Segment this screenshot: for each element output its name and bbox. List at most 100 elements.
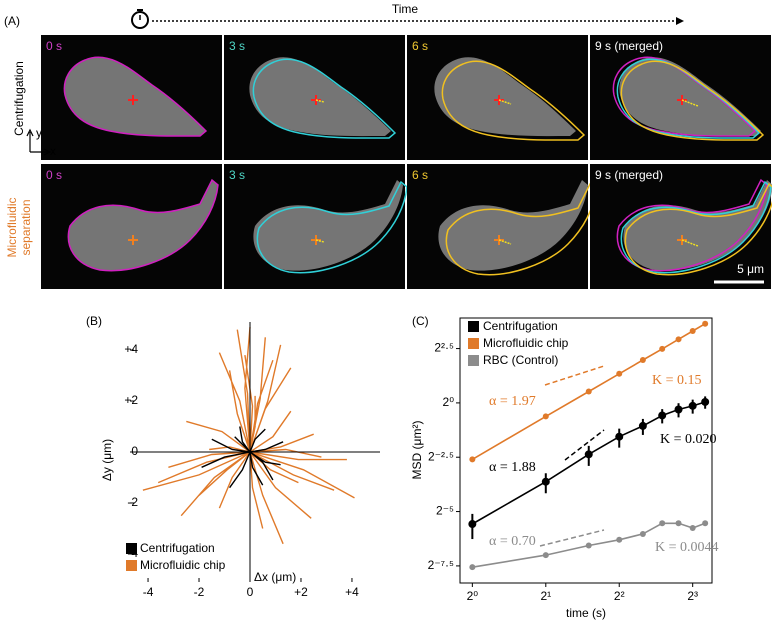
annotation: α = 1.88 <box>489 460 536 475</box>
axis-indicator <box>29 132 48 153</box>
centroid-marker <box>128 95 138 105</box>
cell-outline <box>67 178 219 272</box>
cell-body <box>623 180 772 271</box>
cell-content <box>63 56 208 137</box>
data-point <box>616 536 623 543</box>
cell-outline <box>620 180 772 274</box>
frame-label: 9 s (merged) <box>595 39 663 53</box>
cell-body <box>619 57 761 137</box>
data-point <box>615 432 624 441</box>
cell-outline <box>612 56 757 137</box>
legend-label: Microfluidic chip <box>483 336 569 350</box>
slope-guide <box>564 429 605 461</box>
legend-label: Centrifugation <box>483 319 558 333</box>
data-point <box>701 397 710 406</box>
frame-label: 0 s <box>46 39 62 53</box>
panel-label: (A) <box>4 14 20 28</box>
displacement-arrow <box>315 99 325 103</box>
x-axis-label: time (s) <box>566 606 606 620</box>
y-axis-label: MSD (μm²) <box>410 421 424 480</box>
y-tick-label: 2⁻⁵ <box>436 504 454 518</box>
x-tick-label: +4 <box>345 585 359 599</box>
data-point <box>542 552 549 559</box>
y-tick-label: -2 <box>127 495 138 509</box>
y-tick-label: 2⁻⁷·⁵ <box>428 558 454 572</box>
cell-outline <box>63 56 208 137</box>
x-tick-label: 2⁰ <box>467 589 479 603</box>
cell-content <box>67 178 219 272</box>
slope-guide <box>544 365 605 386</box>
panel-label: (B) <box>86 314 102 328</box>
cell-body <box>64 57 206 137</box>
data-point <box>468 520 477 529</box>
legend-label: Microfluidic chip <box>140 558 226 572</box>
data-point <box>584 450 593 459</box>
x-tick-label: 2¹ <box>540 589 551 603</box>
plot-frame <box>459 317 713 584</box>
cell-content <box>434 57 586 141</box>
frame-label: 3 s <box>229 39 245 53</box>
x-axis-label: Δx (μm) <box>254 570 296 584</box>
cell-outline <box>441 60 586 141</box>
axis-indicator <box>26 128 52 156</box>
axis-indicator-label: x <box>50 144 56 158</box>
data-point <box>585 388 592 395</box>
data-point <box>689 524 696 531</box>
y-tick-label: +4 <box>124 342 138 356</box>
annotation: α = 0.70 <box>489 534 536 549</box>
clock-icon <box>131 11 149 29</box>
data-point <box>675 336 682 343</box>
cell-content <box>616 178 772 276</box>
row-label: Centrifugation <box>12 61 26 136</box>
centroid-marker <box>128 235 138 245</box>
legend-swatch <box>126 560 137 571</box>
frame-label: 9 s (merged) <box>595 168 663 182</box>
image-grid: 0 s 3 s 6 s 9 s (merged) 0 s 3 s 6 s 9 s (merge… <box>41 35 772 289</box>
annotation: α = 1.97 <box>489 394 536 409</box>
cell-body <box>253 180 403 271</box>
panel-label: (C) <box>412 314 429 328</box>
row-label: Microfluidic <box>5 197 19 257</box>
legend-swatch <box>126 543 137 554</box>
x-tick-label: 2² <box>614 589 625 603</box>
cell-body <box>249 57 391 137</box>
time-label: Time <box>392 2 419 16</box>
y-tick-label: 2⁰ <box>443 395 455 409</box>
x-tick-label: -4 <box>143 585 154 599</box>
cell-outline <box>256 180 408 274</box>
y-tick-label: +2 <box>124 393 138 407</box>
y-tick-label: 2²·⁵ <box>434 341 454 355</box>
frame-label: 6 s <box>412 168 428 182</box>
cell-outline <box>624 182 772 276</box>
data-point <box>675 520 682 527</box>
y-tick-label: 0 <box>131 444 138 458</box>
frame-label: 6 s <box>412 39 428 53</box>
legend-label: Centrifugation <box>140 541 215 555</box>
frame-label: 3 s <box>229 168 245 182</box>
cell-outline <box>252 58 397 139</box>
trajectory <box>142 327 355 545</box>
cell-outline <box>616 58 761 139</box>
y-tick-label: 2⁻²·⁵ <box>428 449 454 463</box>
data-point <box>702 320 709 327</box>
annotation: K = 0.0044 <box>655 540 719 555</box>
data-point <box>659 345 666 352</box>
data-point <box>542 413 549 420</box>
slope-guide <box>539 529 605 547</box>
frame-label: 0 s <box>46 168 62 182</box>
cell-content <box>438 180 597 276</box>
cell-content <box>253 180 408 274</box>
x-tick-label: -2 <box>194 585 205 599</box>
row-label: separation <box>19 199 33 255</box>
data-point <box>639 530 646 537</box>
scale-bar-label: 5 μm <box>737 262 764 276</box>
annotation: K = 0.15 <box>652 373 702 388</box>
displacement-arrow <box>498 99 512 105</box>
cell-outline <box>620 60 765 141</box>
axis-indicator-label: y <box>36 126 42 140</box>
y-axis-label: Δy (μm) <box>100 439 114 481</box>
data-point <box>689 328 696 335</box>
data-point <box>541 477 550 486</box>
cell-body <box>68 180 218 271</box>
